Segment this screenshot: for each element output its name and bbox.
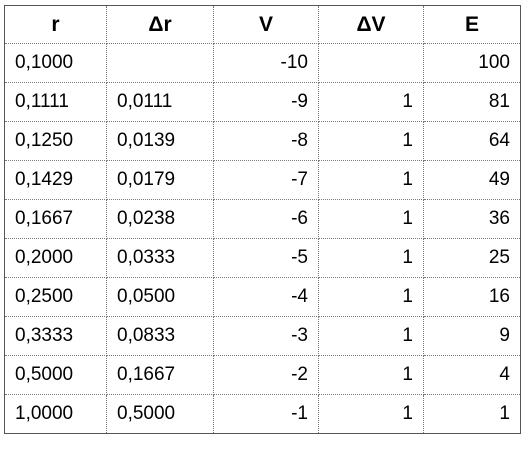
cell-e[interactable]: 81	[423, 82, 521, 122]
cell-r[interactable]: 0,1250	[4, 121, 107, 161]
cell-v[interactable]: -6	[213, 199, 319, 239]
cell-e[interactable]: 64	[423, 121, 521, 161]
cell-e[interactable]: 4	[423, 355, 521, 395]
header-delta-v[interactable]: ΔV	[318, 5, 424, 44]
cell-delta-v[interactable]: 1	[318, 121, 424, 161]
data-table: r Δr V ΔV E 0,1000 -10 100 0,1111 0,0111…	[4, 5, 521, 434]
cell-v[interactable]: -5	[213, 238, 319, 278]
cell-delta-r[interactable]: 0,0111	[106, 82, 214, 122]
spreadsheet-table-container: r Δr V ΔV E 0,1000 -10 100 0,1111 0,0111…	[4, 5, 521, 434]
cell-delta-v[interactable]: 1	[318, 199, 424, 239]
cell-delta-v[interactable]: 1	[318, 394, 424, 434]
cell-delta-v[interactable]: 1	[318, 355, 424, 395]
cell-e[interactable]: 9	[423, 316, 521, 356]
cell-delta-v[interactable]: 1	[318, 160, 424, 200]
cell-v[interactable]: -7	[213, 160, 319, 200]
cell-r[interactable]: 0,2500	[4, 277, 107, 317]
cell-v[interactable]: -10	[213, 43, 319, 83]
table-row: 0,1667 0,0238 -6 1 36	[4, 199, 521, 239]
cell-r[interactable]: 0,1667	[4, 199, 107, 239]
cell-e[interactable]: 1	[423, 394, 521, 434]
cell-delta-v[interactable]: 1	[318, 82, 424, 122]
table-row: 0,2000 0,0333 -5 1 25	[4, 238, 521, 278]
cell-delta-v[interactable]	[318, 43, 424, 83]
cell-delta-v[interactable]: 1	[318, 316, 424, 356]
cell-v[interactable]: -4	[213, 277, 319, 317]
header-delta-r[interactable]: Δr	[106, 5, 214, 44]
cell-delta-r[interactable]: 0,0179	[106, 160, 214, 200]
cell-delta-r[interactable]: 0,1667	[106, 355, 214, 395]
cell-e[interactable]: 25	[423, 238, 521, 278]
cell-delta-r[interactable]: 0,0333	[106, 238, 214, 278]
cell-e[interactable]: 100	[423, 43, 521, 83]
table-row: 0,1250 0,0139 -8 1 64	[4, 121, 521, 161]
cell-v[interactable]: -2	[213, 355, 319, 395]
cell-v[interactable]: -9	[213, 82, 319, 122]
cell-delta-r[interactable]: 0,0500	[106, 277, 214, 317]
cell-e[interactable]: 49	[423, 160, 521, 200]
header-e[interactable]: E	[423, 5, 521, 44]
cell-v[interactable]: -8	[213, 121, 319, 161]
cell-r[interactable]: 0,1111	[4, 82, 107, 122]
cell-delta-r[interactable]: 0,5000	[106, 394, 214, 434]
cell-delta-r[interactable]: 0,0139	[106, 121, 214, 161]
cell-r[interactable]: 0,1429	[4, 160, 107, 200]
cell-r[interactable]: 0,5000	[4, 355, 107, 395]
cell-r[interactable]: 0,1000	[4, 43, 107, 83]
cell-delta-r[interactable]: 0,0238	[106, 199, 214, 239]
cell-delta-r[interactable]	[106, 43, 214, 83]
cell-r[interactable]: 0,2000	[4, 238, 107, 278]
cell-r[interactable]: 1,0000	[4, 394, 107, 434]
header-r[interactable]: r	[4, 5, 107, 44]
table-row: 0,5000 0,1667 -2 1 4	[4, 355, 521, 395]
cell-delta-v[interactable]: 1	[318, 277, 424, 317]
cell-v[interactable]: -1	[213, 394, 319, 434]
cell-e[interactable]: 16	[423, 277, 521, 317]
table-row: 0,1429 0,0179 -7 1 49	[4, 160, 521, 200]
cell-v[interactable]: -3	[213, 316, 319, 356]
cell-r[interactable]: 0,3333	[4, 316, 107, 356]
table-row: 0,1111 0,0111 -9 1 81	[4, 82, 521, 122]
table-row: 1,0000 0,5000 -1 1 1	[4, 394, 521, 434]
header-row: r Δr V ΔV E	[4, 5, 521, 44]
header-v[interactable]: V	[213, 5, 319, 44]
table-row: 0,2500 0,0500 -4 1 16	[4, 277, 521, 317]
cell-delta-v[interactable]: 1	[318, 238, 424, 278]
table-row: 0,1000 -10 100	[4, 43, 521, 83]
table-row: 0,3333 0,0833 -3 1 9	[4, 316, 521, 356]
cell-e[interactable]: 36	[423, 199, 521, 239]
cell-delta-r[interactable]: 0,0833	[106, 316, 214, 356]
